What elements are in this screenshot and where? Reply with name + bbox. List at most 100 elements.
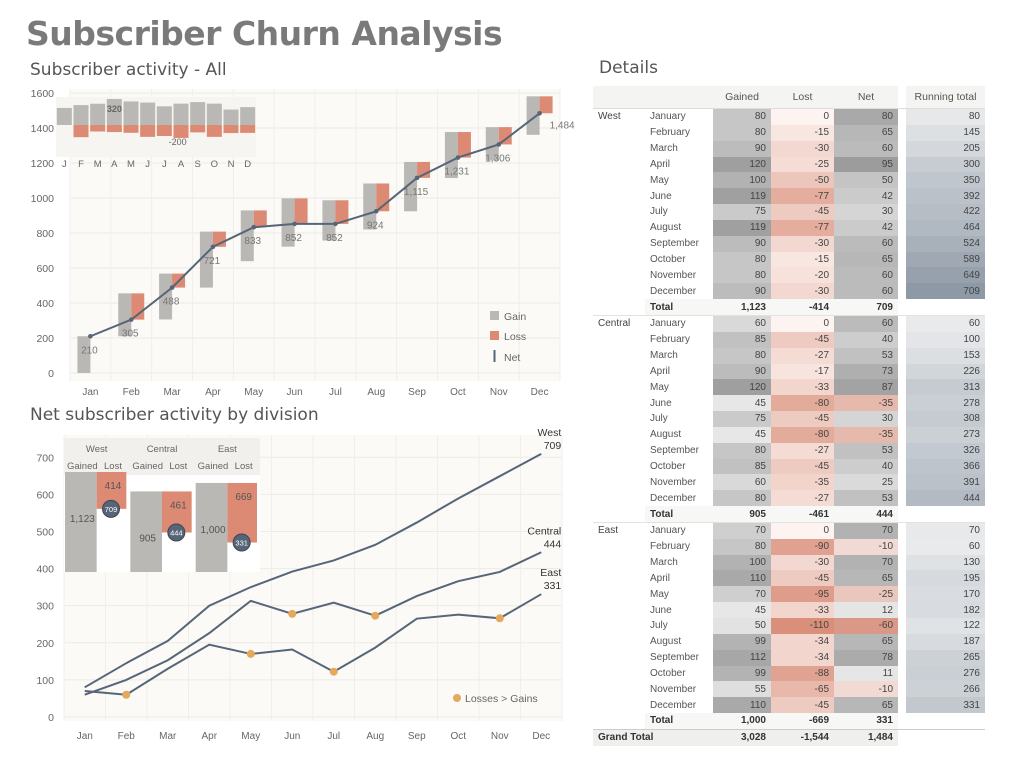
lost-cell[interactable]: -95: [771, 586, 834, 603]
running-total-cell[interactable]: 524: [906, 235, 985, 252]
net-cell[interactable]: 65: [834, 570, 898, 587]
net-cell[interactable]: 11: [834, 665, 898, 682]
lost-cell[interactable]: -80: [771, 426, 834, 443]
running-total-cell[interactable]: 391: [906, 474, 985, 491]
net-cell[interactable]: 60: [834, 314, 898, 332]
lost-cell[interactable]: -27: [771, 490, 834, 507]
gained-cell[interactable]: 99: [713, 665, 771, 682]
net-cell[interactable]: 40: [834, 331, 898, 348]
running-total-cell[interactable]: 266: [906, 681, 985, 698]
gained-cell[interactable]: 45: [713, 602, 771, 618]
gained-cell[interactable]: 85: [713, 331, 771, 348]
lost-cell[interactable]: 0: [771, 314, 834, 332]
net-cell[interactable]: 50: [834, 172, 898, 189]
running-total-cell[interactable]: 649: [906, 267, 985, 284]
lost-cell[interactable]: -15: [771, 251, 834, 268]
net-cell[interactable]: 30: [834, 204, 898, 220]
running-total-cell[interactable]: 278: [906, 395, 985, 412]
running-total-cell[interactable]: 350: [906, 172, 985, 189]
gained-cell[interactable]: 119: [713, 188, 771, 205]
gain-bar[interactable]: [444, 132, 458, 179]
net-cell[interactable]: 65: [834, 251, 898, 268]
gain-bar[interactable]: [281, 198, 295, 247]
loss-bar[interactable]: [457, 132, 471, 158]
losses-gt-gains-marker[interactable]: [495, 614, 504, 623]
lost-cell[interactable]: -33: [771, 379, 834, 396]
net-cell[interactable]: 78: [834, 649, 898, 666]
running-total-cell[interactable]: 366: [906, 458, 985, 475]
running-total-cell[interactable]: 60: [906, 314, 985, 332]
running-total-cell[interactable]: 444: [906, 490, 985, 507]
net-cell[interactable]: 60: [834, 140, 898, 157]
losses-gt-gains-marker[interactable]: [288, 609, 297, 618]
net-cell[interactable]: 12: [834, 602, 898, 618]
losses-gt-gains-marker[interactable]: [371, 611, 380, 620]
gain-bar[interactable]: [485, 127, 499, 161]
net-cell[interactable]: -35: [834, 426, 898, 443]
net-point[interactable]: [455, 155, 461, 160]
net-cell[interactable]: 60: [834, 235, 898, 252]
loss-bar[interactable]: [294, 198, 308, 224]
lost-cell[interactable]: -65: [771, 681, 834, 698]
net-cell[interactable]: 60: [834, 267, 898, 284]
lost-cell[interactable]: -34: [771, 633, 834, 650]
lost-cell[interactable]: -27: [771, 442, 834, 459]
lost-cell[interactable]: -35: [771, 474, 834, 491]
net-point[interactable]: [414, 175, 420, 181]
gained-cell[interactable]: 110: [713, 697, 771, 714]
running-total-cell[interactable]: 130: [906, 554, 985, 571]
net-point[interactable]: [251, 224, 257, 230]
lost-cell[interactable]: -27: [771, 347, 834, 364]
running-total-cell[interactable]: 153: [906, 347, 985, 364]
net-cell[interactable]: 25: [834, 474, 898, 491]
gain-bar[interactable]: [199, 231, 213, 288]
gained-cell[interactable]: 80: [713, 124, 771, 141]
running-total-cell[interactable]: 145: [906, 124, 985, 141]
gain-bar[interactable]: [118, 293, 132, 337]
gained-cell[interactable]: 119: [713, 219, 771, 236]
running-total-cell[interactable]: 187: [906, 633, 985, 650]
header-lost[interactable]: Lost: [771, 86, 834, 109]
gain-bar[interactable]: [159, 273, 173, 320]
running-total-cell[interactable]: 464: [906, 219, 985, 236]
gained-cell[interactable]: 80: [713, 251, 771, 268]
running-total-cell[interactable]: 265: [906, 649, 985, 666]
lost-cell[interactable]: -80: [771, 395, 834, 412]
net-cell[interactable]: 60: [834, 283, 898, 300]
running-total-cell[interactable]: 276: [906, 665, 985, 682]
gain-bar[interactable]: [322, 200, 336, 241]
header-gained[interactable]: Gained: [713, 86, 771, 109]
running-total-cell[interactable]: 226: [906, 363, 985, 380]
lost-cell[interactable]: -30: [771, 554, 834, 571]
gained-cell[interactable]: 75: [713, 411, 771, 427]
gained-cell[interactable]: 45: [713, 395, 771, 412]
net-cell[interactable]: 53: [834, 490, 898, 507]
running-total-cell[interactable]: 392: [906, 188, 985, 205]
gained-cell[interactable]: 90: [713, 283, 771, 300]
gained-cell[interactable]: 70: [713, 521, 771, 539]
net-cell[interactable]: -35: [834, 395, 898, 412]
running-total-cell[interactable]: 326: [906, 442, 985, 459]
gained-cell[interactable]: 50: [713, 618, 771, 634]
net-cell[interactable]: 95: [834, 156, 898, 173]
net-point[interactable]: [333, 221, 338, 227]
running-total-cell[interactable]: 709: [906, 283, 985, 300]
gained-cell[interactable]: 120: [713, 379, 771, 396]
net-cell[interactable]: -10: [834, 681, 898, 698]
running-total-cell[interactable]: 122: [906, 618, 985, 634]
lost-cell[interactable]: -88: [771, 665, 834, 682]
net-point[interactable]: [373, 209, 379, 214]
header-running-total[interactable]: Running total: [906, 86, 985, 109]
running-total-cell[interactable]: 205: [906, 140, 985, 157]
lost-cell[interactable]: -20: [771, 267, 834, 284]
gained-cell[interactable]: 60: [713, 474, 771, 491]
running-total-cell[interactable]: 273: [906, 426, 985, 443]
running-total-cell[interactable]: 308: [906, 411, 985, 427]
losses-gt-gains-marker[interactable]: [122, 690, 131, 699]
net-cell[interactable]: -60: [834, 618, 898, 634]
losses-gt-gains-marker[interactable]: [246, 649, 255, 658]
net-cell[interactable]: 70: [834, 554, 898, 571]
header-net[interactable]: Net: [834, 86, 898, 109]
lost-cell[interactable]: -34: [771, 649, 834, 666]
gained-cell[interactable]: 75: [713, 204, 771, 220]
